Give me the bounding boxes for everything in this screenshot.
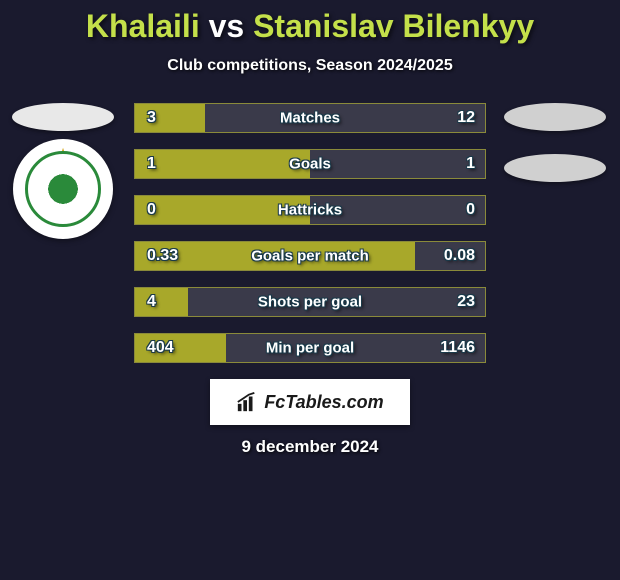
bar-left-value: 404 <box>147 339 174 357</box>
bar-right-value: 23 <box>457 293 475 311</box>
vs-text: vs <box>209 8 245 44</box>
chart-icon <box>236 391 258 413</box>
bar-left-fill <box>135 104 205 132</box>
bar-label: Goals <box>289 156 331 173</box>
bar-row: 0.33 0.08 Goals per match <box>134 241 486 271</box>
bar-left-value: 1 <box>147 155 156 173</box>
subtitle: Club competitions, Season 2024/2025 <box>0 57 620 75</box>
bar-row: 4 23 Shots per goal <box>134 287 486 317</box>
bar-right-value: 0.08 <box>444 247 475 265</box>
brand-badge: FcTables.com <box>210 379 410 425</box>
bar-label: Hattricks <box>278 202 342 219</box>
bar-label: Min per goal <box>266 340 354 357</box>
bar-label: Matches <box>280 110 340 127</box>
player1-name: Khalaili <box>86 8 200 44</box>
bar-row: 1 1 Goals <box>134 149 486 179</box>
player2-name: Stanislav Bilenkyy <box>253 8 534 44</box>
date-text: 9 december 2024 <box>0 437 620 457</box>
right-team-column <box>500 103 610 190</box>
bar-left-value: 4 <box>147 293 156 311</box>
bar-left-value: 3 <box>147 109 156 127</box>
page-title: Khalaili vs Stanislav Bilenkyy <box>0 8 620 45</box>
bar-right-value: 0 <box>466 201 475 219</box>
bar-row: 0 0 Hattricks <box>134 195 486 225</box>
player1-badge-ellipse <box>12 103 114 131</box>
bar-right-fill <box>205 104 485 132</box>
bar-row: 404 1146 Min per goal <box>134 333 486 363</box>
left-team-column: ★ <box>8 103 118 239</box>
brand-text: FcTables.com <box>264 392 383 413</box>
bar-right-value: 1 <box>466 155 475 173</box>
bar-left-fill <box>135 288 188 316</box>
bar-left-value: 0 <box>147 201 156 219</box>
comparison-chart: ★ 3 12 Matches 1 1 Goals 0 0 Hattricks 0.33 0.08 Go… <box>0 103 620 363</box>
bar-label: Goals per match <box>251 248 369 265</box>
bar-left-fill <box>135 150 310 178</box>
player2-badge-ellipse-2 <box>504 154 606 182</box>
player2-badge-ellipse-1 <box>504 103 606 131</box>
bar-right-value: 1146 <box>440 339 475 357</box>
bar-right-fill <box>310 150 485 178</box>
bar-label: Shots per goal <box>258 294 362 311</box>
bar-right-value: 12 <box>457 109 475 127</box>
player1-club-logo: ★ <box>13 139 113 239</box>
bar-left-value: 0.33 <box>147 247 178 265</box>
bars-container: 3 12 Matches 1 1 Goals 0 0 Hattricks 0.33 0.08 Goal… <box>134 103 486 363</box>
bar-row: 3 12 Matches <box>134 103 486 133</box>
